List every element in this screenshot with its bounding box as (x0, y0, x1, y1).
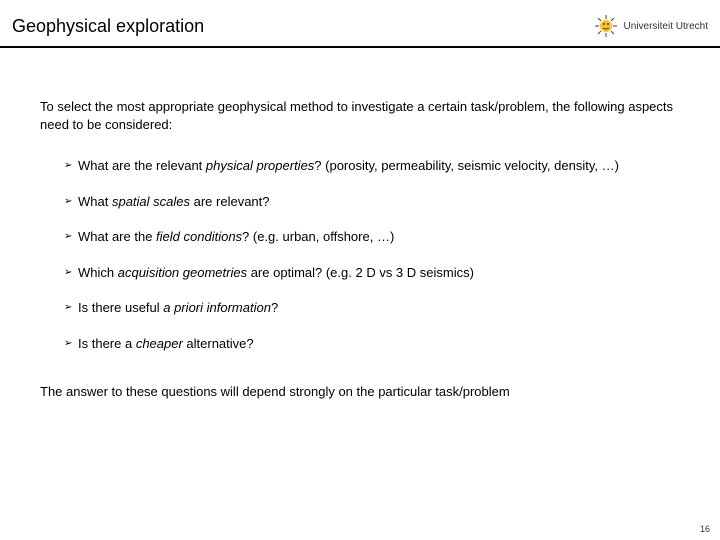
bullet-item: ➢What spatial scales are relevant? (64, 193, 680, 211)
bullet-list: ➢What are the relevant physical properti… (40, 157, 680, 352)
bullet-marker-icon: ➢ (64, 264, 78, 280)
bullet-text: Is there useful a priori information? (78, 299, 680, 317)
slide-title: Geophysical exploration (12, 16, 204, 37)
bullet-text: Is there a cheaper alternative? (78, 335, 680, 353)
bullet-text: What are the relevant physical propertie… (78, 157, 680, 175)
bullet-marker-icon: ➢ (64, 228, 78, 244)
bullet-item: ➢Which acquisition geometries are optima… (64, 264, 680, 282)
bullet-marker-icon: ➢ (64, 335, 78, 351)
bullet-item: ➢What are the relevant physical properti… (64, 157, 680, 175)
bullet-text: Which acquisition geometries are optimal… (78, 264, 680, 282)
bullet-item: ➢Is there a cheaper alternative? (64, 335, 680, 353)
bullet-marker-icon: ➢ (64, 157, 78, 173)
sun-logo-icon (594, 14, 618, 38)
bullet-marker-icon: ➢ (64, 299, 78, 315)
bullet-item: ➢What are the field conditions? (e.g. ur… (64, 228, 680, 246)
institution-name: Universiteit Utrecht (624, 21, 708, 32)
bullet-item: ➢Is there useful a priori information? (64, 299, 680, 317)
bullet-text: What are the field conditions? (e.g. urb… (78, 228, 680, 246)
page-number: 16 (700, 524, 710, 534)
bullet-marker-icon: ➢ (64, 193, 78, 209)
bullet-text: What spatial scales are relevant? (78, 193, 680, 211)
intro-text: To select the most appropriate geophysic… (40, 98, 680, 133)
slide-header: Geophysical exploration Universiteit Utr… (0, 0, 720, 48)
slide-content: To select the most appropriate geophysic… (0, 48, 720, 399)
closing-text: The answer to these questions will depen… (40, 384, 680, 399)
institution-logo: Universiteit Utrecht (594, 14, 708, 38)
